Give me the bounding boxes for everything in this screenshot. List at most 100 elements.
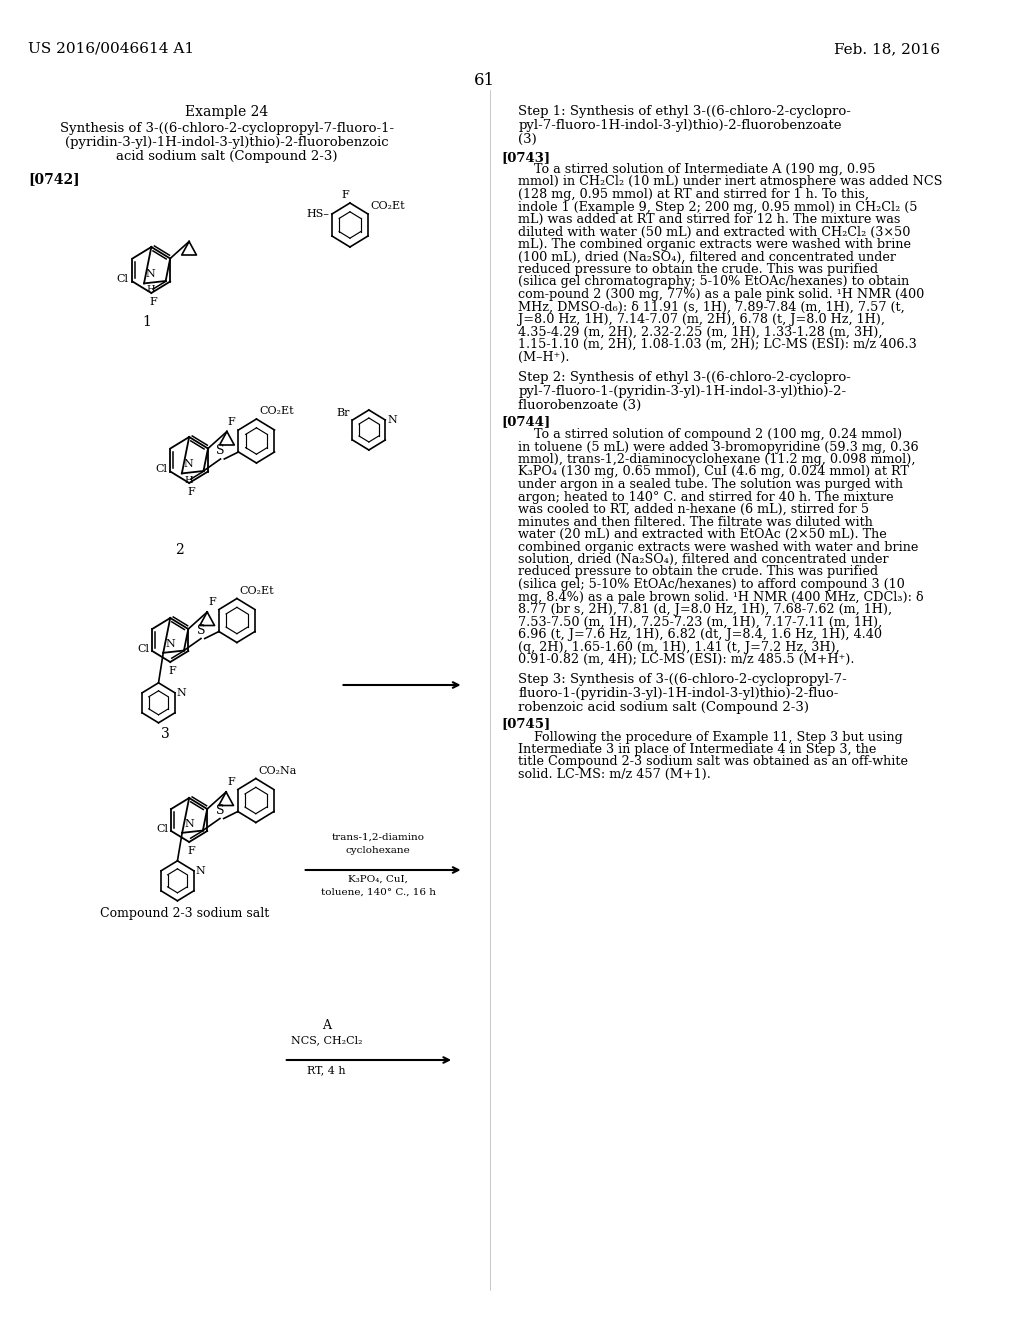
Text: Cl: Cl [156, 465, 168, 474]
Text: indole 1 (Example 9, Step 2; 200 mg, 0.95 mmol) in CH₂Cl₂ (5: indole 1 (Example 9, Step 2; 200 mg, 0.9… [518, 201, 918, 214]
Text: 1: 1 [142, 315, 152, 329]
Text: K₃PO₄, CuI,: K₃PO₄, CuI, [348, 875, 409, 884]
Text: CO₂Na: CO₂Na [259, 766, 297, 776]
Text: diluted with water (50 mL) and extracted with CH₂Cl₂ (3×50: diluted with water (50 mL) and extracted… [518, 226, 910, 239]
Text: N: N [145, 269, 156, 280]
Text: N: N [177, 688, 186, 698]
Text: J=8.0 Hz, 1H), 7.14-7.07 (m, 2H), 6.78 (t, J=8.0 Hz, 1H),: J=8.0 Hz, 1H), 7.14-7.07 (m, 2H), 6.78 (… [518, 313, 886, 326]
Text: S: S [216, 444, 224, 457]
Text: pyl-7-fluoro-1-(pyridin-3-yl)-1H-indol-3-yl)thio)-2-: pyl-7-fluoro-1-(pyridin-3-yl)-1H-indol-3… [518, 385, 847, 399]
Text: mmol) in CH₂Cl₂ (10 mL) under inert atmosphere was added NCS: mmol) in CH₂Cl₂ (10 mL) under inert atmo… [518, 176, 943, 189]
Text: (pyridin-3-yl)-1H-indol-3-yl)thio)-2-fluorobenzoic: (pyridin-3-yl)-1H-indol-3-yl)thio)-2-flu… [66, 136, 389, 149]
Text: NCS, CH₂Cl₂: NCS, CH₂Cl₂ [291, 1035, 362, 1045]
Text: Step 2: Synthesis of ethyl 3-((6-chloro-2-cyclopro-: Step 2: Synthesis of ethyl 3-((6-chloro-… [518, 371, 851, 384]
Text: mg, 8.4%) as a pale brown solid. ¹H NMR (400 MHz, CDCl₃): δ: mg, 8.4%) as a pale brown solid. ¹H NMR … [518, 590, 924, 603]
Text: (q, 2H), 1.65-1.60 (m, 1H), 1.41 (t, J=7.2 Hz, 3H),: (q, 2H), 1.65-1.60 (m, 1H), 1.41 (t, J=7… [518, 640, 840, 653]
Text: acid sodium salt (Compound 2-3): acid sodium salt (Compound 2-3) [117, 150, 338, 162]
Text: 0.91-0.82 (m, 4H); LC-MS (ESI): m/z 485.5 (M+H⁺).: 0.91-0.82 (m, 4H); LC-MS (ESI): m/z 485.… [518, 653, 855, 667]
Text: N: N [196, 866, 206, 875]
Text: 7.53-7.50 (m, 1H), 7.25-7.23 (m, 1H), 7.17-7.11 (m, 1H),: 7.53-7.50 (m, 1H), 7.25-7.23 (m, 1H), 7.… [518, 615, 883, 628]
Text: minutes and then filtered. The filtrate was diluted with: minutes and then filtered. The filtrate … [518, 516, 873, 528]
Text: RT, 4 h: RT, 4 h [307, 1065, 346, 1074]
Text: title Compound 2-3 sodium salt was obtained as an off-white: title Compound 2-3 sodium salt was obtai… [518, 755, 908, 768]
Text: water (20 mL) and extracted with EtOAc (2×50 mL). The: water (20 mL) and extracted with EtOAc (… [518, 528, 887, 541]
Text: under argon in a sealed tube. The solution was purged with: under argon in a sealed tube. The soluti… [518, 478, 903, 491]
Text: fluoro-1-(pyridin-3-yl)-1H-indol-3-yl)thio)-2-fluo-: fluoro-1-(pyridin-3-yl)-1H-indol-3-yl)th… [518, 688, 839, 701]
Text: argon; heated to 140° C. and stirred for 40 h. The mixture: argon; heated to 140° C. and stirred for… [518, 491, 894, 503]
Text: (silica gel; 5-10% EtOAc/hexanes) to afford compound 3 (10: (silica gel; 5-10% EtOAc/hexanes) to aff… [518, 578, 905, 591]
Text: N: N [184, 818, 194, 829]
Text: Cl: Cl [137, 644, 150, 653]
Text: 2: 2 [175, 543, 184, 557]
Text: combined organic extracts were washed with water and brine: combined organic extracts were washed wi… [518, 540, 919, 553]
Text: F: F [341, 190, 349, 201]
Text: Br: Br [336, 408, 349, 418]
Text: US 2016/0046614 A1: US 2016/0046614 A1 [29, 42, 195, 55]
Text: F: F [227, 776, 234, 787]
Text: [0742]: [0742] [29, 172, 80, 186]
Text: 1.15-1.10 (m, 2H), 1.08-1.03 (m, 2H); LC-MS (ESI): m/z 406.3: 1.15-1.10 (m, 2H), 1.08-1.03 (m, 2H); LC… [518, 338, 918, 351]
Text: Following the procedure of Example 11, Step 3 but using: Following the procedure of Example 11, S… [518, 730, 903, 743]
Text: cyclohexane: cyclohexane [346, 846, 411, 855]
Text: MHz, DMSO-d₆): δ 11.91 (s, 1H), 7.89-7.84 (m, 1H), 7.57 (t,: MHz, DMSO-d₆): δ 11.91 (s, 1H), 7.89-7.8… [518, 301, 905, 314]
Text: Cl: Cl [157, 824, 168, 834]
Text: H: H [146, 285, 156, 294]
Text: 6.96 (t, J=7.6 Hz, 1H), 6.82 (dt, J=8.4, 1.6 Hz, 1H), 4.40: 6.96 (t, J=7.6 Hz, 1H), 6.82 (dt, J=8.4,… [518, 628, 883, 642]
Text: CO₂Et: CO₂Et [240, 586, 274, 595]
Text: S: S [197, 623, 205, 636]
Text: To a stirred solution of Intermediate A (190 mg, 0.95: To a stirred solution of Intermediate A … [518, 162, 876, 176]
Text: CO₂Et: CO₂Et [371, 201, 406, 211]
Text: solution, dried (Na₂SO₄), filtered and concentrated under: solution, dried (Na₂SO₄), filtered and c… [518, 553, 889, 566]
Text: Feb. 18, 2016: Feb. 18, 2016 [834, 42, 940, 55]
Text: F: F [187, 846, 195, 855]
Text: N: N [387, 414, 397, 425]
Text: N: N [183, 459, 194, 470]
Text: CO₂Et: CO₂Et [259, 407, 294, 416]
Text: F: F [208, 597, 216, 606]
Text: toluene, 140° C., 16 h: toluene, 140° C., 16 h [321, 888, 436, 898]
Text: A: A [322, 1019, 331, 1032]
Text: com-pound 2 (300 mg, 77%) as a pale pink solid. ¹H NMR (400: com-pound 2 (300 mg, 77%) as a pale pink… [518, 288, 925, 301]
Text: Intermediate 3 in place of Intermediate 4 in Step 3, the: Intermediate 3 in place of Intermediate … [518, 743, 877, 756]
Text: Example 24: Example 24 [185, 106, 268, 119]
Text: H: H [184, 477, 194, 486]
Text: mmol), trans-1,2-diaminocyclohexane (11.2 mg, 0.098 mmol),: mmol), trans-1,2-diaminocyclohexane (11.… [518, 453, 915, 466]
Text: (100 mL), dried (Na₂SO₄), filtered and concentrated under: (100 mL), dried (Na₂SO₄), filtered and c… [518, 251, 896, 264]
Text: (3): (3) [518, 133, 537, 147]
Text: F: F [150, 297, 157, 308]
Text: pyl-7-fluoro-1H-indol-3-yl)thio)-2-fluorobenzoate: pyl-7-fluoro-1H-indol-3-yl)thio)-2-fluor… [518, 119, 842, 132]
Text: Step 3: Synthesis of 3-((6-chloro-2-cyclopropyl-7-: Step 3: Synthesis of 3-((6-chloro-2-cycl… [518, 673, 847, 686]
Text: F: F [187, 487, 195, 498]
Text: (128 mg, 0.95 mmol) at RT and stirred for 1 h. To this,: (128 mg, 0.95 mmol) at RT and stirred fo… [518, 187, 869, 201]
Text: Step 1: Synthesis of ethyl 3-((6-chloro-2-cyclopro-: Step 1: Synthesis of ethyl 3-((6-chloro-… [518, 106, 851, 117]
Text: F: F [227, 417, 236, 426]
Text: K₃PO₄ (130 mg, 0.65 mmol), CuI (4.6 mg, 0.024 mmol) at RT: K₃PO₄ (130 mg, 0.65 mmol), CuI (4.6 mg, … [518, 466, 909, 479]
Text: fluorobenzoate (3): fluorobenzoate (3) [518, 399, 642, 412]
Text: in toluene (5 mL) were added 3-bromopyridine (59.3 mg, 0.36: in toluene (5 mL) were added 3-bromopyri… [518, 441, 919, 454]
Text: S: S [216, 804, 224, 817]
Text: 3: 3 [161, 727, 170, 741]
Text: N: N [165, 639, 175, 649]
Text: 8.77 (br s, 2H), 7.81 (d, J=8.0 Hz, 1H), 7.68-7.62 (m, 1H),: 8.77 (br s, 2H), 7.81 (d, J=8.0 Hz, 1H),… [518, 603, 893, 616]
Text: (M–H⁺).: (M–H⁺). [518, 351, 569, 363]
Text: Synthesis of 3-((6-chloro-2-cyclopropyl-7-fluoro-1-: Synthesis of 3-((6-chloro-2-cyclopropyl-… [60, 121, 394, 135]
Text: mL). The combined organic extracts were washed with brine: mL). The combined organic extracts were … [518, 238, 911, 251]
Text: To a stirred solution of compound 2 (100 mg, 0.24 mmol): To a stirred solution of compound 2 (100… [518, 428, 902, 441]
Text: (silica gel chromatography; 5-10% EtOAc/hexanes) to obtain: (silica gel chromatography; 5-10% EtOAc/… [518, 276, 909, 289]
Text: solid. LC-MS: m/z 457 (M+1).: solid. LC-MS: m/z 457 (M+1). [518, 768, 712, 781]
Text: robenzoic acid sodium salt (Compound 2-3): robenzoic acid sodium salt (Compound 2-3… [518, 701, 809, 714]
Text: F: F [168, 667, 176, 676]
Text: [0745]: [0745] [502, 718, 551, 730]
Text: reduced pressure to obtain the crude. This was purified: reduced pressure to obtain the crude. Th… [518, 565, 879, 578]
Text: Compound 2-3 sodium salt: Compound 2-3 sodium salt [99, 907, 269, 920]
Text: reduced pressure to obtain the crude. This was purified: reduced pressure to obtain the crude. Th… [518, 263, 879, 276]
Text: was cooled to RT, added n-hexane (6 mL), stirred for 5: was cooled to RT, added n-hexane (6 mL),… [518, 503, 869, 516]
Text: HS–: HS– [306, 209, 329, 219]
Text: 61: 61 [474, 73, 495, 88]
Text: [0743]: [0743] [502, 150, 551, 164]
Text: Cl: Cl [117, 275, 129, 285]
Text: [0744]: [0744] [502, 414, 551, 428]
Text: 4.35-4.29 (m, 2H), 2.32-2.25 (m, 1H), 1.33-1.28 (m, 3H),: 4.35-4.29 (m, 2H), 2.32-2.25 (m, 1H), 1.… [518, 326, 883, 338]
Text: mL) was added at RT and stirred for 12 h. The mixture was: mL) was added at RT and stirred for 12 h… [518, 213, 901, 226]
Text: trans-1,2-diamino: trans-1,2-diamino [332, 833, 425, 842]
